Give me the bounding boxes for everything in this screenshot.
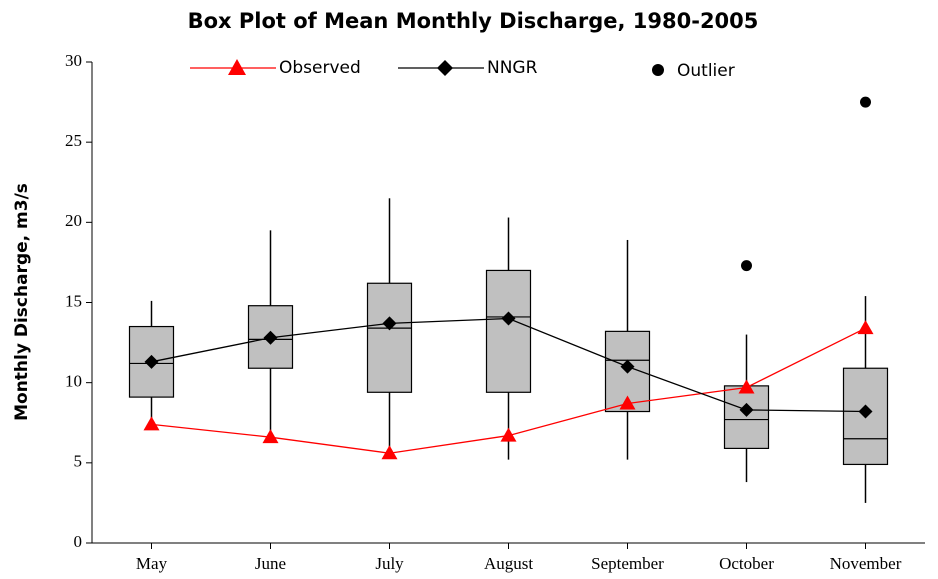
x-tick-label: November (830, 554, 902, 573)
y-tick-label: 10 (65, 372, 82, 391)
series-marker (262, 429, 279, 444)
series-marker (739, 402, 754, 417)
x-tick-label: June (255, 554, 286, 573)
series-marker (858, 404, 873, 419)
series-marker (500, 427, 517, 442)
series-marker (382, 316, 397, 331)
series-marker (738, 379, 755, 394)
box (366, 282, 413, 393)
legend-label: NNGR (487, 58, 538, 78)
y-tick-label: 0 (74, 532, 83, 551)
x-tick-label: August (484, 554, 533, 573)
x-tick-label: September (591, 554, 664, 573)
series-marker (144, 354, 159, 369)
box (485, 269, 532, 393)
series-marker (501, 311, 516, 326)
series-marker (857, 320, 874, 335)
y-axis-title: Monthly Discharge, m3/s (12, 183, 32, 421)
y-tick-label: 5 (74, 452, 83, 471)
outlier (741, 260, 752, 272)
chart-title: Box Plot of Mean Monthly Discharge, 1980… (188, 9, 759, 33)
series-marker (381, 445, 398, 460)
box (723, 385, 770, 450)
y-tick-label: 20 (65, 211, 82, 230)
series-marker (143, 416, 160, 431)
legend-marker (652, 64, 664, 76)
legend-label: Outlier (677, 61, 735, 81)
series-marker (263, 330, 278, 345)
outlier (860, 96, 871, 108)
y-tick-label: 15 (65, 291, 82, 310)
x-tick-label: May (136, 554, 168, 573)
x-tick-label: October (719, 554, 774, 573)
series-marker (620, 359, 635, 374)
legend-marker (228, 59, 246, 75)
series-marker (619, 395, 636, 410)
y-tick-label: 25 (65, 131, 82, 150)
y-tick-label: 30 (65, 51, 82, 70)
legend-label: Observed (279, 58, 361, 78)
x-tick-label: July (375, 554, 404, 573)
legend-marker (437, 60, 453, 76)
